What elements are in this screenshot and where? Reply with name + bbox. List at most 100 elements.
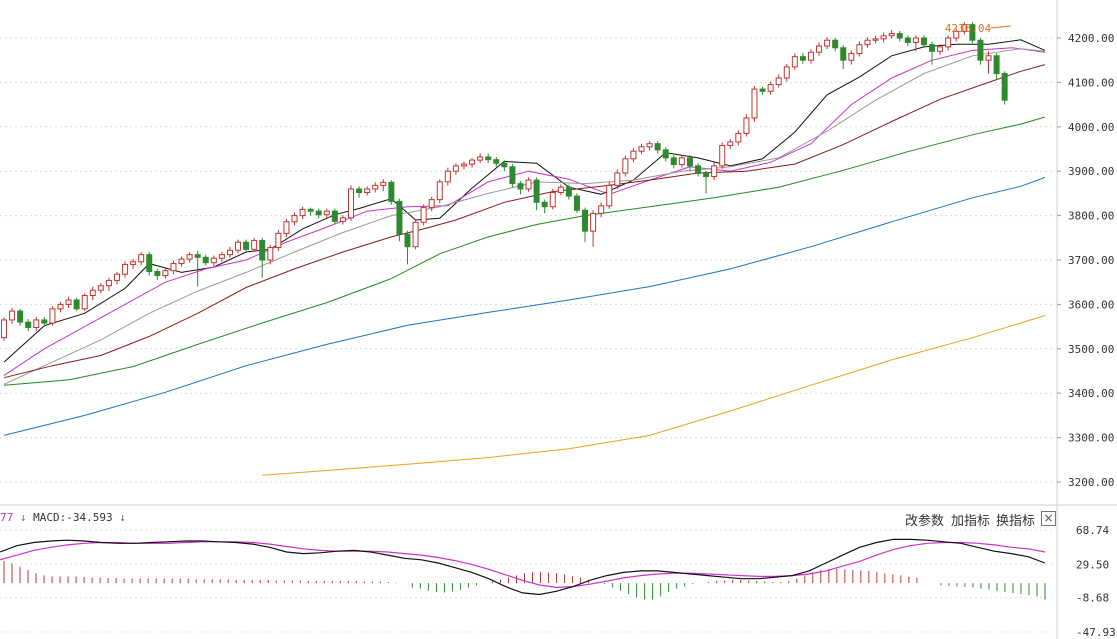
candle-body [622, 158, 629, 174]
candle-body [525, 179, 532, 190]
candle [937, 44, 944, 55]
candle [606, 181, 613, 209]
candle-body [364, 188, 371, 194]
ma-line [3, 47, 1046, 376]
candle-body [477, 156, 484, 161]
candle [202, 254, 209, 266]
candle [130, 259, 137, 269]
candle-body [331, 210, 338, 222]
candle [323, 208, 330, 218]
candle-body [549, 192, 556, 208]
candle [113, 271, 120, 285]
candle-body [517, 183, 524, 190]
candle [864, 37, 871, 48]
candle-body [953, 30, 960, 39]
candle [799, 53, 806, 64]
switch-indicator-button[interactable]: 换指标 [996, 514, 1036, 529]
candle [89, 286, 96, 300]
y-tick-label: 3500.00 [1068, 343, 1114, 356]
candle [977, 38, 984, 65]
candle-body [541, 201, 548, 208]
candle [396, 198, 403, 242]
candle-body [299, 208, 306, 217]
candle [364, 186, 371, 196]
candle-body [509, 166, 516, 185]
candle [751, 85, 758, 122]
candle-body [89, 289, 96, 297]
candle-body [582, 209, 589, 232]
candle-body [824, 39, 831, 47]
candle [791, 53, 798, 70]
y-tick-label: 3400.00 [1068, 387, 1114, 400]
candle-body [186, 254, 193, 260]
candle [259, 237, 266, 278]
y-tick-label: 4200.00 [1068, 32, 1114, 45]
candle-body [194, 254, 201, 258]
candle-body [565, 186, 572, 197]
candle [985, 51, 992, 74]
candle [896, 30, 903, 42]
candle [904, 35, 911, 46]
candle [646, 141, 653, 151]
candle-body [767, 84, 774, 92]
candle [485, 153, 492, 164]
candle [525, 177, 532, 192]
candle [122, 261, 129, 278]
candle [1, 317, 7, 341]
modify-params-button[interactable]: 改参数 [905, 514, 945, 529]
candle [638, 143, 645, 155]
candle-body [646, 143, 653, 148]
candle [404, 230, 411, 265]
candle-body [283, 221, 290, 234]
candle-body [961, 24, 968, 32]
candle-body [1, 319, 7, 339]
candle-body [105, 279, 112, 287]
candle [307, 207, 314, 216]
candle-body [307, 208, 314, 212]
candle-body [840, 47, 847, 61]
candle-body [735, 132, 742, 143]
candle [412, 219, 419, 250]
candle [590, 210, 597, 247]
candle-body [711, 165, 718, 178]
candle-body [759, 88, 766, 92]
candle-body [388, 181, 395, 202]
close-icon[interactable]: × [1041, 511, 1056, 526]
candle [807, 49, 814, 64]
candle-body [977, 39, 984, 61]
candle-body [993, 55, 1000, 75]
candle [533, 177, 540, 211]
candle-body [460, 163, 467, 167]
candle-body [888, 33, 895, 37]
candle [251, 237, 258, 253]
candle-body [226, 249, 233, 256]
candle [509, 164, 516, 188]
candle [210, 255, 217, 267]
candle [775, 74, 782, 88]
candle-body [791, 56, 798, 68]
candle-body [485, 156, 492, 161]
candle [267, 244, 274, 265]
candle [444, 167, 451, 186]
macd-tick-label: -8.68 [1076, 592, 1109, 605]
candle [614, 169, 621, 189]
candle [25, 319, 32, 332]
candle [872, 35, 879, 44]
candle-body [590, 212, 597, 232]
candle [824, 37, 831, 50]
candle [388, 180, 395, 205]
candle [291, 212, 298, 226]
add-indicator-button[interactable]: 加指标 [951, 514, 991, 529]
candle [582, 207, 589, 243]
candle-body [775, 77, 782, 86]
candle-body [929, 44, 936, 52]
candle-body [557, 186, 564, 194]
candle-body [751, 88, 758, 119]
candle-body [154, 271, 161, 277]
candle-body [444, 170, 451, 183]
candle [912, 35, 919, 52]
candle-body [420, 207, 427, 223]
candle [783, 63, 790, 82]
candle [695, 163, 701, 177]
candle [154, 268, 161, 280]
